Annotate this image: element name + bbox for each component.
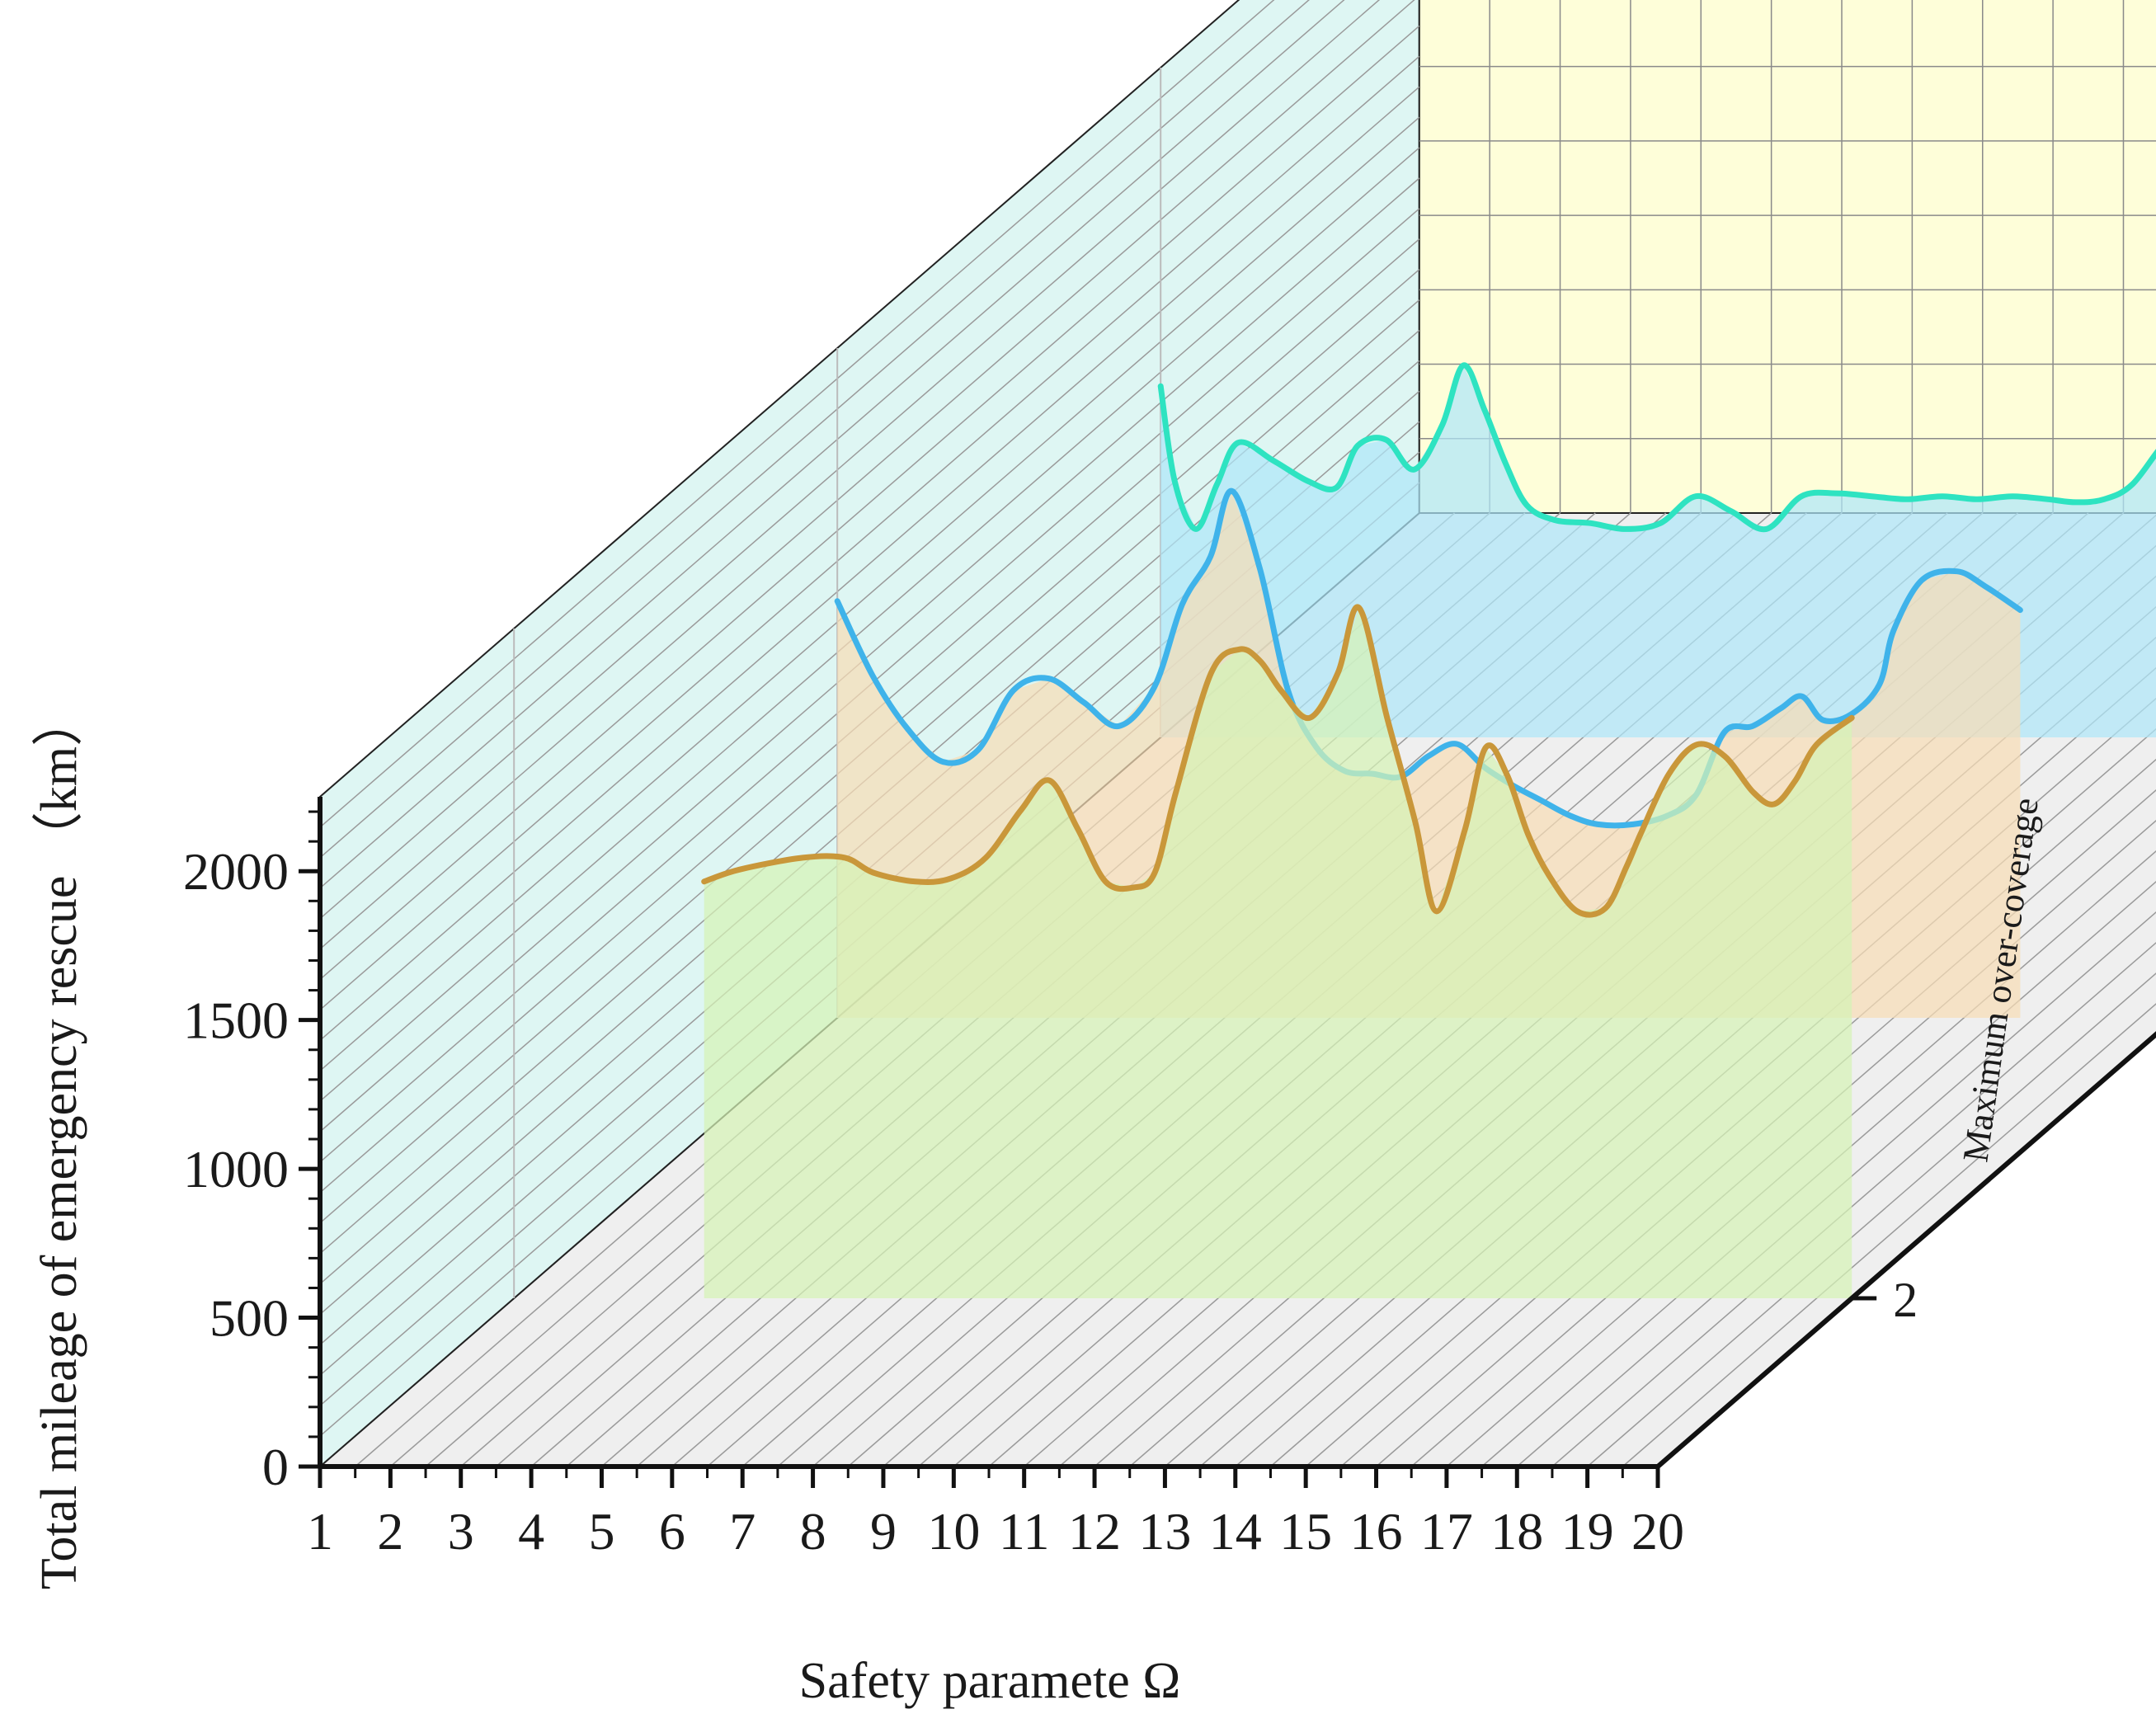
- side-wall-grid-line: [319, 86, 1420, 1041]
- y-tick-label: 500: [209, 1289, 289, 1348]
- x-tick-label: 2: [377, 1502, 403, 1561]
- x-tick-label: 20: [1631, 1502, 1684, 1561]
- floor-grid-line: [1587, 972, 2156, 1467]
- side-wall-grid-line: [319, 55, 1420, 1010]
- x-tick-label: 9: [870, 1502, 897, 1561]
- side-wall-grid-line: [319, 0, 1275, 828]
- side-wall-grid-line: [319, 0, 1415, 950]
- x-tick-label: 13: [1138, 1502, 1191, 1561]
- y-tick-label: 1000: [183, 1140, 289, 1198]
- x-tick-label: 18: [1490, 1502, 1543, 1561]
- y-tick-label: 0: [262, 1438, 289, 1496]
- side-wall-grid-line: [319, 147, 1420, 1102]
- chart-series: [701, 362, 2156, 1298]
- y-axis-title: Total mileage of emergency rescue （km）: [31, 695, 87, 1589]
- x-tick-label: 7: [729, 1502, 756, 1561]
- floor-grid-line: [1481, 881, 2156, 1467]
- x-tick-label: 6: [659, 1502, 685, 1561]
- floor-grid-line: [1516, 911, 2156, 1467]
- x-tick-label: 1: [307, 1502, 333, 1561]
- side-wall-grid-line: [319, 0, 1345, 889]
- back-wall-plane: [1418, 0, 2156, 514]
- x-tick-label: 19: [1561, 1502, 1614, 1561]
- y-tick-label: 1500: [183, 991, 289, 1050]
- x-tick-label: 15: [1279, 1502, 1332, 1561]
- y-tick-label: 2000: [183, 842, 289, 901]
- series-line-z3: [834, 487, 2023, 829]
- series-line-z2: [701, 604, 1855, 918]
- floor-grid-line: [1622, 1003, 2156, 1467]
- x-tick-label: 4: [518, 1502, 544, 1561]
- floor-grid-line: [1551, 942, 2156, 1467]
- side-wall-grid-line: [319, 0, 1381, 920]
- x-tick-label: 11: [999, 1502, 1050, 1561]
- side-wall-grid-line: [319, 177, 1420, 1132]
- chart-axes: [299, 797, 2156, 1488]
- x-tick-label: 10: [927, 1502, 980, 1561]
- side-wall-grid-line: [319, 0, 1310, 859]
- x-tick-label: 12: [1068, 1502, 1121, 1561]
- side-wall-grid-line: [319, 25, 1420, 981]
- x-tick-label: 17: [1420, 1502, 1473, 1561]
- z-axis-line: [1656, 1031, 2156, 1469]
- x-tick-label: 14: [1209, 1502, 1262, 1561]
- x-tick-label: 16: [1350, 1502, 1403, 1561]
- series-area-z2: [704, 607, 1852, 1298]
- z-tick-label: 2: [1893, 1273, 1918, 1327]
- x-tick-label: 5: [588, 1502, 614, 1561]
- series-line-z4: [1157, 362, 2156, 533]
- x-tick-label: 8: [800, 1502, 826, 1561]
- x-axis-title: Safety paramete Ω: [799, 1653, 1181, 1709]
- x-tick-label: 3: [448, 1502, 474, 1561]
- side-wall-grid-line: [319, 116, 1420, 1071]
